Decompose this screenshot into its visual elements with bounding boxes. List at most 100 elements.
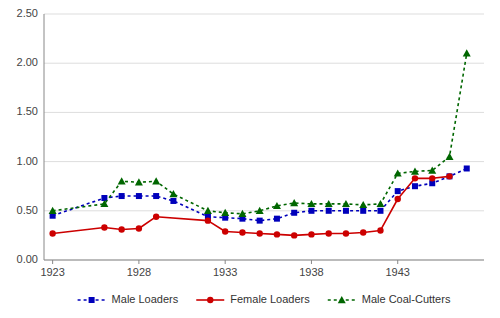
data-point	[119, 193, 125, 199]
data-point	[360, 229, 366, 235]
data-point	[101, 224, 107, 230]
legend-swatch-marker	[89, 297, 95, 303]
legend-swatch-marker	[207, 297, 213, 303]
series-line	[53, 53, 467, 213]
data-point	[307, 200, 315, 207]
y-tick-label: 2.00	[17, 56, 38, 68]
data-point	[153, 214, 159, 220]
legend-item: Male Coal-Cutters	[328, 293, 451, 305]
data-point	[170, 198, 176, 204]
data-point	[205, 217, 211, 223]
data-point	[118, 226, 124, 232]
data-point	[256, 230, 262, 236]
data-point	[238, 210, 246, 217]
data-point	[136, 193, 142, 199]
x-tick-label: 1943	[385, 266, 409, 278]
data-point	[446, 173, 452, 179]
data-point	[274, 216, 280, 222]
data-point	[376, 200, 384, 207]
y-axis: 0.00 0.50 1.00 1.50 2.00 2.50	[17, 7, 44, 265]
x-tick	[225, 260, 226, 264]
x-axis-line	[44, 260, 484, 261]
data-point	[100, 200, 108, 207]
y-tick-label: 0.00	[17, 253, 38, 265]
y-tick-label: 1.00	[17, 155, 38, 167]
data-point	[239, 229, 245, 235]
data-point	[291, 232, 297, 238]
data-point	[428, 166, 436, 173]
data-point	[290, 199, 298, 206]
data-point	[256, 207, 264, 214]
data-point	[153, 193, 159, 199]
legend-label: Female Loaders	[230, 293, 310, 305]
y-tick-label: 0.50	[17, 204, 38, 216]
grid	[44, 14, 484, 260]
data-point	[411, 167, 419, 174]
x-tick-label: 1938	[299, 266, 323, 278]
grid-line	[44, 210, 484, 211]
data-point	[135, 178, 143, 185]
data-point	[377, 227, 383, 233]
data-point	[343, 230, 349, 236]
data-point	[360, 208, 366, 214]
data-point	[412, 175, 418, 181]
series-line	[53, 176, 450, 235]
legend-swatch-marker	[338, 296, 346, 303]
x-tick-label: 1933	[213, 266, 237, 278]
data-point	[136, 225, 142, 231]
grid-line	[44, 63, 484, 64]
data-point	[429, 175, 435, 181]
data-point	[343, 208, 349, 214]
data-point	[395, 188, 401, 194]
data-point	[274, 231, 280, 237]
data-point	[326, 208, 332, 214]
data-point	[169, 190, 177, 197]
grid-line	[44, 14, 484, 15]
data-point	[291, 210, 297, 216]
x-tick	[52, 260, 53, 264]
x-tick-label: 1928	[127, 266, 151, 278]
data-point	[49, 230, 55, 236]
data-point	[412, 183, 418, 189]
data-point	[273, 202, 281, 209]
data-point	[377, 208, 383, 214]
data-point	[152, 177, 160, 184]
y-tick-label: 2.50	[17, 7, 38, 19]
grid-line	[44, 161, 484, 162]
legend-item: Male Loaders	[78, 293, 179, 305]
data-point	[118, 177, 126, 184]
data-point	[204, 207, 212, 214]
legend-item: Female Loaders	[196, 293, 310, 305]
data-point	[308, 208, 314, 214]
legend-label: Male Loaders	[112, 293, 179, 305]
x-tick	[311, 260, 312, 264]
grid-line	[44, 112, 484, 113]
data-point	[464, 165, 470, 171]
data-point	[221, 209, 229, 216]
data-point	[394, 169, 402, 176]
x-tick	[397, 260, 398, 264]
x-axis: 1923 1928 1933 1938 1943	[40, 260, 484, 278]
legend-label: Male Coal-Cutters	[362, 293, 451, 305]
data-point	[463, 49, 471, 56]
data-point	[342, 200, 350, 207]
data-point	[49, 207, 57, 214]
x-tick-label: 1923	[40, 266, 64, 278]
x-tick	[138, 260, 139, 264]
data-point	[257, 218, 263, 224]
y-tick-label: 1.50	[17, 105, 38, 117]
chart: 0.00 0.50 1.00 1.50 2.00 2.50 1923 1928 1933 1938…	[0, 0, 500, 318]
series-line	[53, 168, 467, 220]
data-point	[446, 173, 452, 179]
legend: Male Loaders Female Loaders Male Coal-Cutt…	[78, 293, 451, 305]
data-point	[222, 228, 228, 234]
data-point	[308, 231, 314, 237]
data-point	[325, 200, 333, 207]
data-point	[445, 153, 453, 160]
y-axis-line	[44, 14, 45, 260]
data-point	[359, 201, 367, 208]
data-point	[395, 196, 401, 202]
plot-area	[49, 49, 471, 238]
grid-line	[44, 260, 484, 261]
data-point	[326, 230, 332, 236]
